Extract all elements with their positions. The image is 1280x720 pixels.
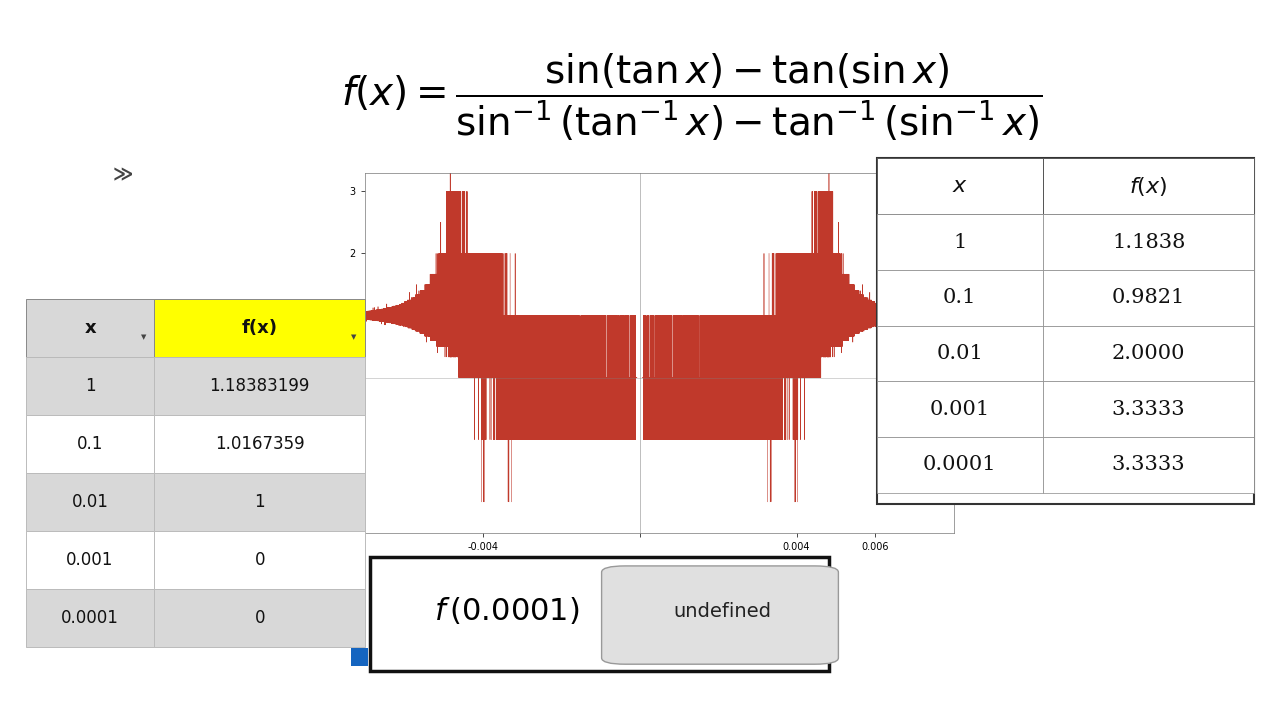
FancyBboxPatch shape [155, 357, 365, 415]
FancyBboxPatch shape [155, 299, 365, 357]
FancyBboxPatch shape [602, 566, 838, 664]
Text: 0.0001: 0.0001 [923, 456, 997, 474]
Text: 1: 1 [84, 377, 96, 395]
Text: ▼: ▼ [141, 335, 146, 341]
FancyBboxPatch shape [26, 531, 155, 589]
FancyBboxPatch shape [26, 357, 155, 415]
FancyBboxPatch shape [155, 473, 365, 531]
FancyBboxPatch shape [155, 531, 365, 589]
Text: 3.3333: 3.3333 [1112, 400, 1185, 419]
FancyBboxPatch shape [1043, 270, 1254, 325]
Text: 0: 0 [255, 609, 265, 627]
Text: 0.001: 0.001 [67, 551, 114, 569]
FancyBboxPatch shape [877, 214, 1043, 270]
Text: x: x [84, 319, 96, 337]
Text: 0.9821: 0.9821 [1112, 288, 1185, 307]
Text: 1.1838: 1.1838 [1112, 233, 1185, 251]
FancyBboxPatch shape [877, 382, 1043, 437]
FancyBboxPatch shape [26, 415, 155, 473]
Text: $f(x) = \dfrac{\sin(\tan x) - \tan(\sin x)}{\sin^{-1}(\tan^{-1} x) - \tan^{-1}(\: $f(x) = \dfrac{\sin(\tan x) - \tan(\sin … [340, 52, 1042, 143]
FancyBboxPatch shape [370, 557, 829, 670]
Text: $\mathbf{\gg}$: $\mathbf{\gg}$ [109, 166, 134, 184]
Text: 1: 1 [255, 493, 265, 511]
FancyBboxPatch shape [26, 473, 155, 531]
Text: 1.18383199: 1.18383199 [210, 377, 310, 395]
Text: 1.0167359: 1.0167359 [215, 435, 305, 453]
Text: 0.1: 0.1 [943, 288, 977, 307]
Text: 0.01: 0.01 [937, 344, 983, 363]
FancyBboxPatch shape [1043, 437, 1254, 493]
Text: 2.0000: 2.0000 [1112, 344, 1185, 363]
Text: 0.01: 0.01 [72, 493, 109, 511]
Text: $f\,(0.0001)$: $f\,(0.0001)$ [434, 595, 580, 627]
FancyBboxPatch shape [1043, 325, 1254, 382]
Text: 3.3333: 3.3333 [1112, 456, 1185, 474]
FancyBboxPatch shape [1043, 158, 1254, 214]
FancyBboxPatch shape [26, 299, 155, 357]
FancyBboxPatch shape [877, 270, 1043, 325]
Text: $x$: $x$ [952, 175, 968, 197]
Text: undefined: undefined [673, 602, 772, 621]
Text: 0.1: 0.1 [77, 435, 104, 453]
FancyBboxPatch shape [155, 415, 365, 473]
Text: 0.0001: 0.0001 [61, 609, 119, 627]
FancyBboxPatch shape [877, 325, 1043, 382]
Text: 0.001: 0.001 [929, 400, 989, 419]
FancyBboxPatch shape [877, 158, 1254, 504]
Text: 0: 0 [255, 551, 265, 569]
FancyBboxPatch shape [1043, 214, 1254, 270]
Text: 1: 1 [954, 233, 966, 251]
FancyBboxPatch shape [877, 158, 1043, 214]
Text: ▼: ▼ [351, 335, 357, 341]
FancyBboxPatch shape [155, 589, 365, 647]
FancyBboxPatch shape [351, 648, 369, 666]
FancyBboxPatch shape [877, 437, 1043, 493]
Text: $f(x)$: $f(x)$ [1129, 175, 1167, 198]
FancyBboxPatch shape [26, 589, 155, 647]
Text: f(x): f(x) [242, 319, 278, 337]
FancyBboxPatch shape [1043, 382, 1254, 437]
